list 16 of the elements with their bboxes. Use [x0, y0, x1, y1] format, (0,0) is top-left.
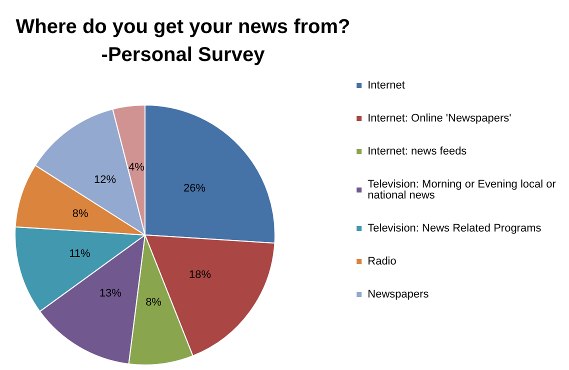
legend-label: Newspapers	[368, 288, 430, 300]
chart-title: Where do you get your news from? -Personal Survey	[16, 16, 350, 66]
legend-label: Internet	[368, 80, 405, 92]
data-label: 26%	[184, 182, 206, 194]
data-label: 8%	[146, 296, 162, 308]
legend-label: Radio	[368, 256, 396, 268]
data-label: 12%	[94, 174, 116, 186]
data-label: 8%	[72, 208, 88, 220]
data-label: 18%	[189, 268, 212, 281]
legend-label: Internet: news feeds	[368, 146, 468, 158]
data-label: 4%	[128, 162, 145, 174]
data-label: 11%	[69, 248, 91, 260]
data-label: 13%	[99, 288, 122, 300]
legend-label: Internet: Online 'Newspapers'	[368, 112, 512, 124]
legend-label: Television: Morning or Evening local or national news	[368, 178, 560, 202]
legend-label: Television: News Related Programs	[368, 222, 542, 234]
